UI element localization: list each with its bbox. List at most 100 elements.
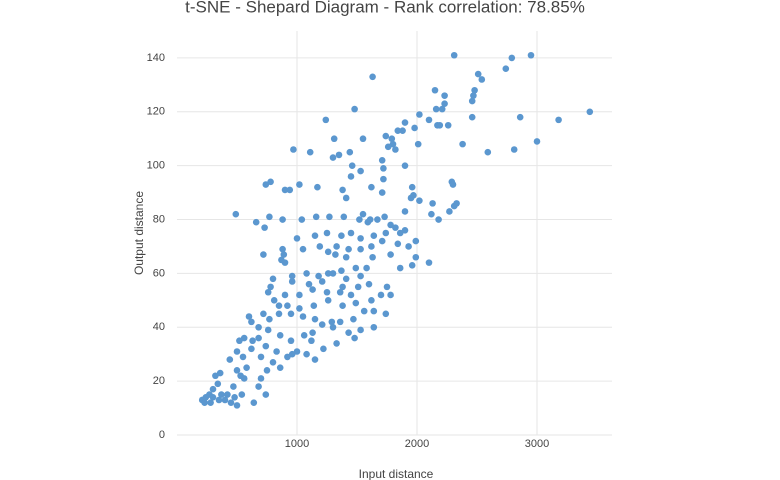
- point: [383, 283, 391, 291]
- point: [299, 313, 307, 320]
- point: [281, 259, 289, 266]
- point: [401, 162, 409, 169]
- point: [262, 181, 270, 188]
- point: [377, 291, 385, 299]
- point: [336, 288, 344, 296]
- point: [342, 194, 350, 202]
- point: [351, 334, 358, 342]
- point: [269, 358, 277, 366]
- point: [310, 302, 318, 310]
- point: [226, 356, 234, 363]
- point: [436, 121, 444, 129]
- point: [328, 318, 336, 326]
- point: [293, 348, 301, 355]
- point: [384, 143, 392, 151]
- point: [414, 140, 422, 148]
- point: [311, 232, 319, 239]
- point: [468, 97, 476, 105]
- point: [339, 302, 346, 310]
- point: [357, 245, 364, 253]
- point: [287, 337, 295, 345]
- point: [218, 391, 225, 398]
- point: [346, 148, 354, 156]
- point: [380, 165, 387, 172]
- point: [263, 367, 271, 374]
- point: [339, 186, 346, 194]
- point: [279, 216, 286, 223]
- point: [237, 372, 244, 380]
- point: [296, 181, 303, 188]
- point: [369, 253, 376, 261]
- point: [392, 146, 399, 153]
- chart-title: t-SNE - Shepard Diagram - Rank correlati…: [185, 0, 585, 16]
- point: [329, 323, 337, 331]
- point: [257, 353, 265, 361]
- point: [533, 138, 541, 145]
- y-tick-label: 60: [153, 267, 165, 279]
- point: [201, 399, 208, 406]
- point: [286, 186, 294, 194]
- point: [303, 350, 310, 358]
- point: [378, 189, 386, 196]
- point: [412, 237, 420, 245]
- point: [231, 393, 238, 401]
- point: [323, 288, 331, 296]
- y-tick-label: 140: [147, 52, 165, 64]
- point: [368, 297, 375, 304]
- point: [412, 253, 420, 261]
- point: [308, 337, 315, 345]
- point: [209, 393, 217, 401]
- point: [342, 275, 350, 283]
- point: [284, 302, 291, 310]
- point: [275, 310, 283, 318]
- point: [380, 175, 387, 183]
- point: [284, 353, 291, 361]
- point: [394, 240, 402, 248]
- point: [444, 121, 452, 129]
- point: [446, 208, 453, 215]
- point: [296, 291, 303, 299]
- point: [411, 124, 418, 132]
- point: [240, 334, 248, 342]
- point: [338, 267, 345, 275]
- point: [273, 348, 280, 355]
- point: [298, 216, 306, 223]
- point: [318, 278, 326, 285]
- point: [233, 348, 241, 355]
- point: [250, 399, 258, 406]
- point: [470, 92, 477, 99]
- point: [312, 213, 320, 221]
- point: [389, 140, 397, 148]
- point: [236, 337, 243, 345]
- point: [359, 135, 367, 143]
- point: [305, 280, 313, 288]
- point: [357, 272, 364, 280]
- point: [338, 232, 345, 239]
- point: [245, 313, 253, 320]
- point: [339, 283, 346, 291]
- point: [340, 213, 348, 221]
- y-tick-label: 100: [147, 160, 165, 172]
- y-tick-label: 20: [153, 375, 165, 387]
- point: [243, 364, 250, 371]
- point: [364, 218, 372, 226]
- y-tick-label: 40: [153, 321, 165, 333]
- point: [586, 108, 594, 116]
- point: [399, 127, 406, 134]
- point: [303, 270, 310, 277]
- point: [269, 275, 277, 283]
- point: [230, 383, 237, 390]
- point: [441, 100, 448, 108]
- point: [227, 399, 235, 406]
- point: [281, 186, 289, 194]
- point: [347, 229, 355, 237]
- point: [394, 127, 402, 134]
- point: [314, 183, 321, 191]
- point: [508, 54, 516, 62]
- point: [408, 262, 416, 269]
- point: [453, 200, 460, 207]
- point: [368, 183, 375, 191]
- point: [435, 216, 442, 223]
- point: [287, 310, 295, 318]
